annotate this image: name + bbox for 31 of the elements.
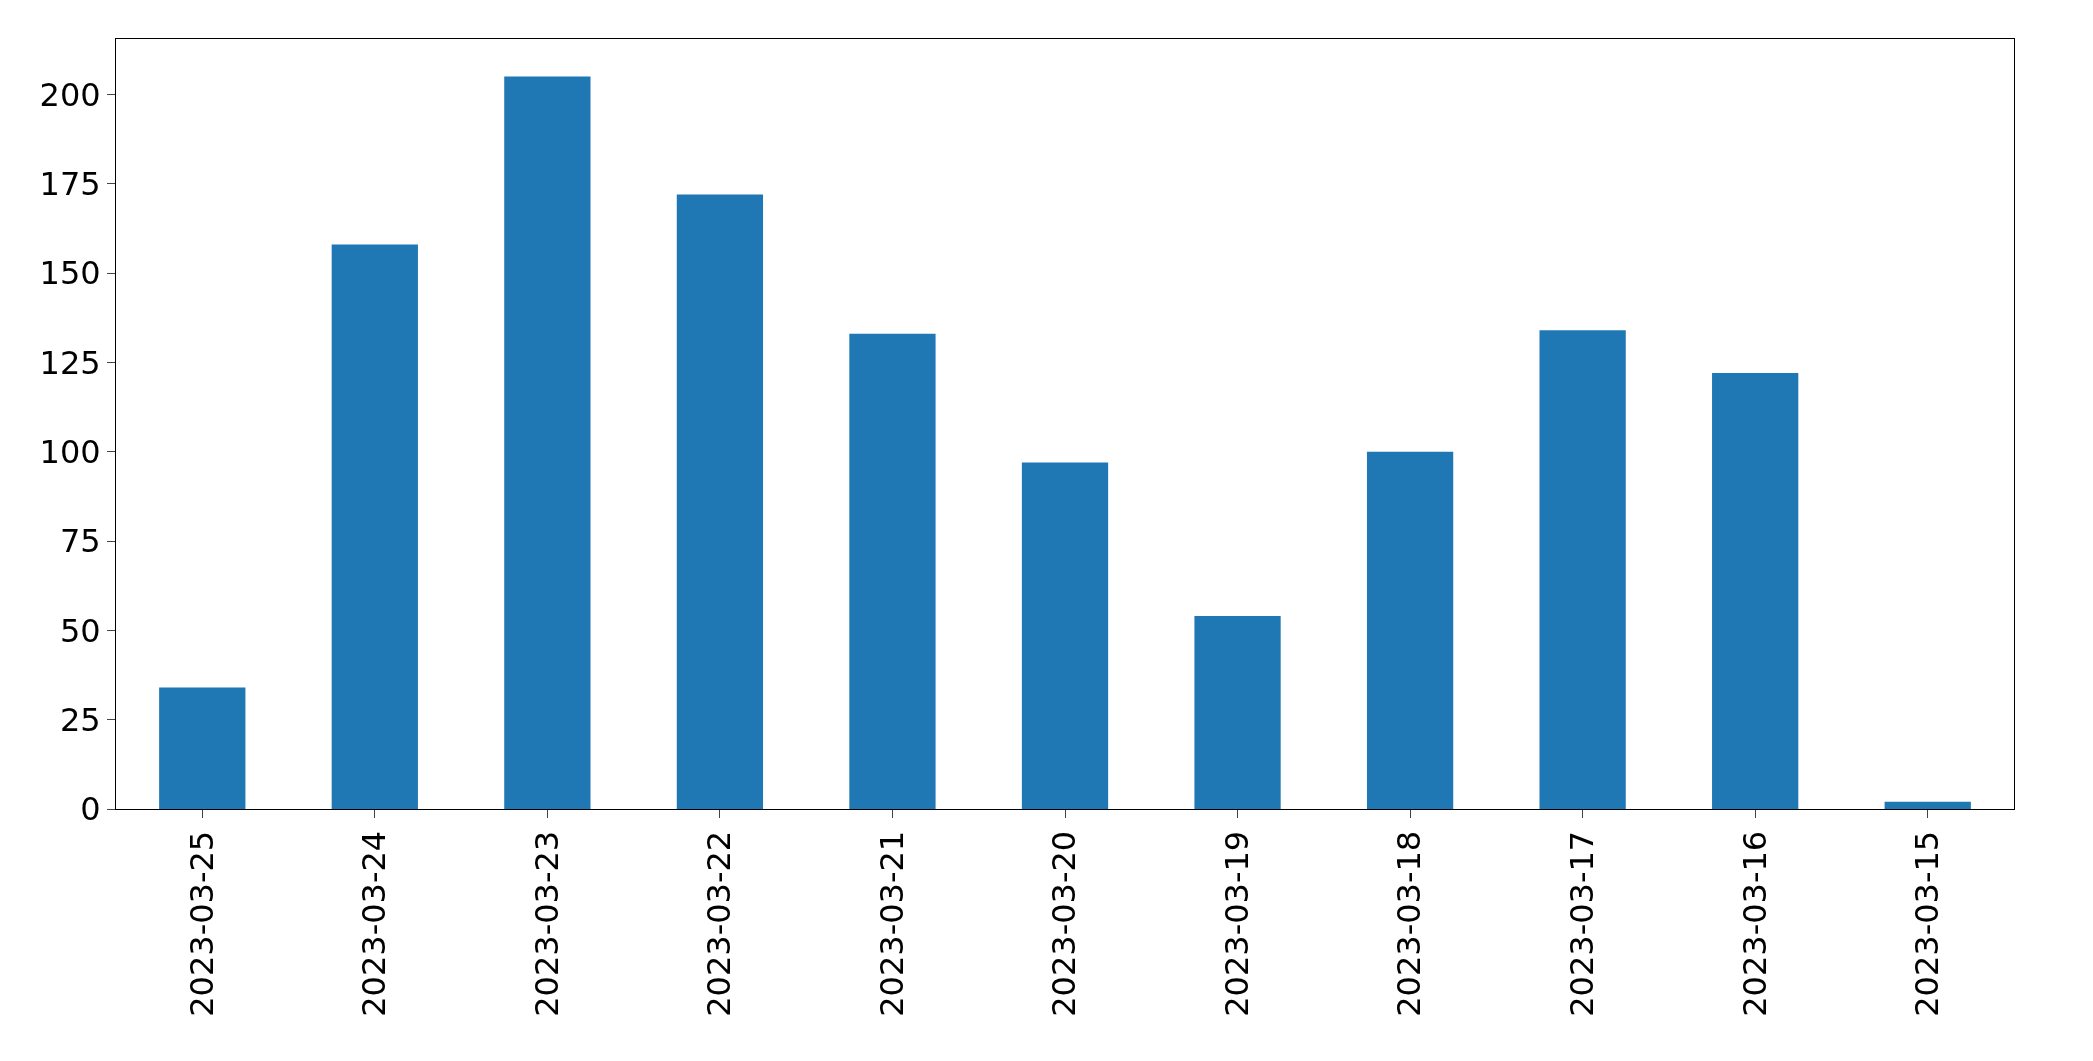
- bar: [1712, 373, 1799, 809]
- y-tick-label: 0: [80, 790, 101, 829]
- y-tick-label: 25: [59, 700, 101, 739]
- x-tick-label: 2023-03-16: [1735, 830, 1774, 1017]
- bar: [504, 76, 591, 809]
- y-tick-label: 50: [59, 611, 101, 650]
- x-tick-label: 2023-03-25: [182, 830, 221, 1017]
- y-tick-label: 125: [39, 343, 101, 382]
- bar: [849, 333, 936, 809]
- x-tick-label: 2023-03-24: [355, 830, 394, 1017]
- bar: [1194, 616, 1281, 809]
- x-tick-label: 2023-03-17: [1563, 830, 1602, 1017]
- bar: [1884, 801, 1971, 809]
- y-tick-label: 75: [59, 522, 101, 561]
- x-tick-label: 2023-03-19: [1217, 830, 1256, 1017]
- bar: [1539, 330, 1626, 809]
- bar: [331, 244, 418, 809]
- x-tick-label: 2023-03-21: [872, 830, 911, 1017]
- x-tick-label: 2023-03-22: [700, 830, 739, 1017]
- y-tick-label: 175: [39, 164, 101, 203]
- x-tick-label: 2023-03-20: [1045, 830, 1084, 1017]
- y-tick-label: 100: [39, 432, 101, 471]
- x-tick-label: 2023-03-15: [1908, 830, 1947, 1017]
- bar: [159, 687, 246, 809]
- bar: [1366, 451, 1454, 809]
- y-tick-label: 200: [39, 75, 101, 114]
- bar: [676, 194, 764, 809]
- bar: [1021, 462, 1109, 809]
- y-tick-label: 150: [39, 254, 101, 293]
- x-tick-label: 2023-03-18: [1390, 830, 1429, 1017]
- x-tick-label: 2023-03-23: [527, 830, 566, 1017]
